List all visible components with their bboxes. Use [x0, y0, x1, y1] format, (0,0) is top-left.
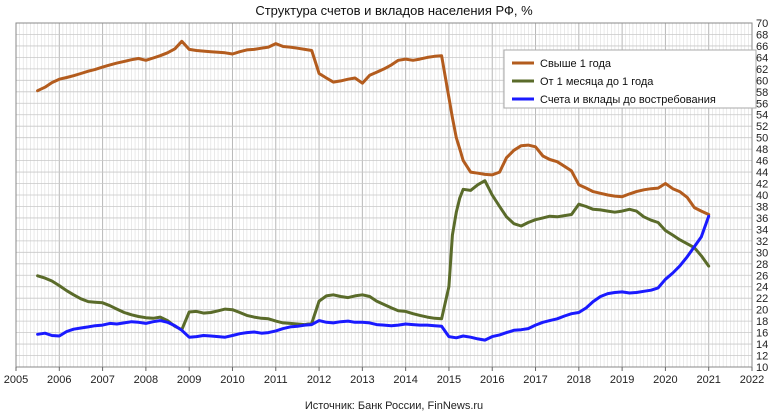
- y-tick-label: 50: [756, 133, 768, 145]
- x-tick-label: 2020: [653, 374, 677, 386]
- x-tick-label: 2010: [220, 374, 244, 386]
- y-tick-label: 34: [756, 224, 768, 236]
- x-tick-label: 2018: [567, 374, 591, 386]
- legend-label-2: От 1 месяца до 1 года: [540, 76, 654, 88]
- series-line-2: [36, 179, 711, 332]
- y-tick-label: 20: [756, 305, 768, 317]
- y-tick-label: 40: [756, 190, 768, 202]
- x-tick-label: 2007: [90, 374, 114, 386]
- x-tick-label: 2006: [47, 374, 71, 386]
- series-group: [36, 39, 711, 342]
- y-tick-label: 60: [756, 75, 768, 87]
- y-tick-label: 10: [756, 362, 768, 374]
- y-tick-label: 30: [756, 247, 768, 259]
- x-tick-label: 2011: [264, 374, 288, 386]
- y-tick-label: 54: [756, 110, 768, 122]
- x-tick-label: 2017: [523, 374, 547, 386]
- y-axis: 1012141618202224262830323436384042444648…: [756, 18, 768, 374]
- source-note: Источник: Банк России, FinNews.ru: [305, 400, 483, 412]
- legend: Свыше 1 года От 1 месяца до 1 года Счета и…: [503, 49, 757, 109]
- y-tick-label: 64: [756, 52, 768, 64]
- y-tick-label: 28: [756, 259, 768, 271]
- y-tick-label: 44: [756, 167, 768, 179]
- y-tick-label: 14: [756, 339, 768, 351]
- x-axis: 2005 2006 2007 2008 2009 2010 2011 2012 2013 2014…: [4, 367, 764, 386]
- y-tick-label: 42: [756, 179, 768, 191]
- series-line-3: [36, 214, 711, 342]
- y-tick-label: 12: [756, 351, 768, 363]
- y-tick-label: 70: [756, 18, 768, 30]
- y-tick-label: 68: [756, 29, 768, 41]
- x-tick-label: 2014: [393, 374, 417, 386]
- legend-label-3: Счета и вклады до востребования: [540, 94, 716, 106]
- chart-title: Структура счетов и вкладов населения РФ,…: [255, 3, 533, 18]
- y-tick-label: 56: [756, 98, 768, 110]
- grid: [16, 23, 752, 367]
- series-line-1: [36, 39, 711, 216]
- x-tick-label: 2012: [307, 374, 331, 386]
- y-tick-label: 66: [756, 41, 768, 53]
- y-tick-label: 32: [756, 236, 768, 248]
- y-tick-label: 58: [756, 87, 768, 99]
- plot-area-frame: [15, 22, 753, 368]
- x-tick-label: 2016: [480, 374, 504, 386]
- x-tick-label: 2015: [437, 374, 461, 386]
- y-tick-label: 38: [756, 201, 768, 213]
- y-tick-label: 18: [756, 316, 768, 328]
- x-tick-label: 2013: [350, 374, 374, 386]
- y-tick-label: 46: [756, 156, 768, 168]
- legend-box: [503, 49, 757, 109]
- x-tick-label: 2009: [177, 374, 201, 386]
- y-tick-label: 26: [756, 270, 768, 282]
- x-tick-label: 2005: [4, 374, 28, 386]
- y-tick-label: 62: [756, 64, 768, 76]
- x-tick-label: 2008: [134, 374, 158, 386]
- y-tick-label: 48: [756, 144, 768, 156]
- y-tick-label: 52: [756, 121, 768, 133]
- x-tick-label: 2021: [696, 374, 720, 386]
- legend-label-1: Свыше 1 года: [540, 58, 612, 70]
- y-tick-label: 36: [756, 213, 768, 225]
- x-tick-label: 2019: [610, 374, 634, 386]
- y-tick-label: 16: [756, 328, 768, 340]
- y-tick-label: 22: [756, 293, 768, 305]
- x-tick-label: 2022: [740, 374, 764, 386]
- y-tick-label: 24: [756, 282, 768, 294]
